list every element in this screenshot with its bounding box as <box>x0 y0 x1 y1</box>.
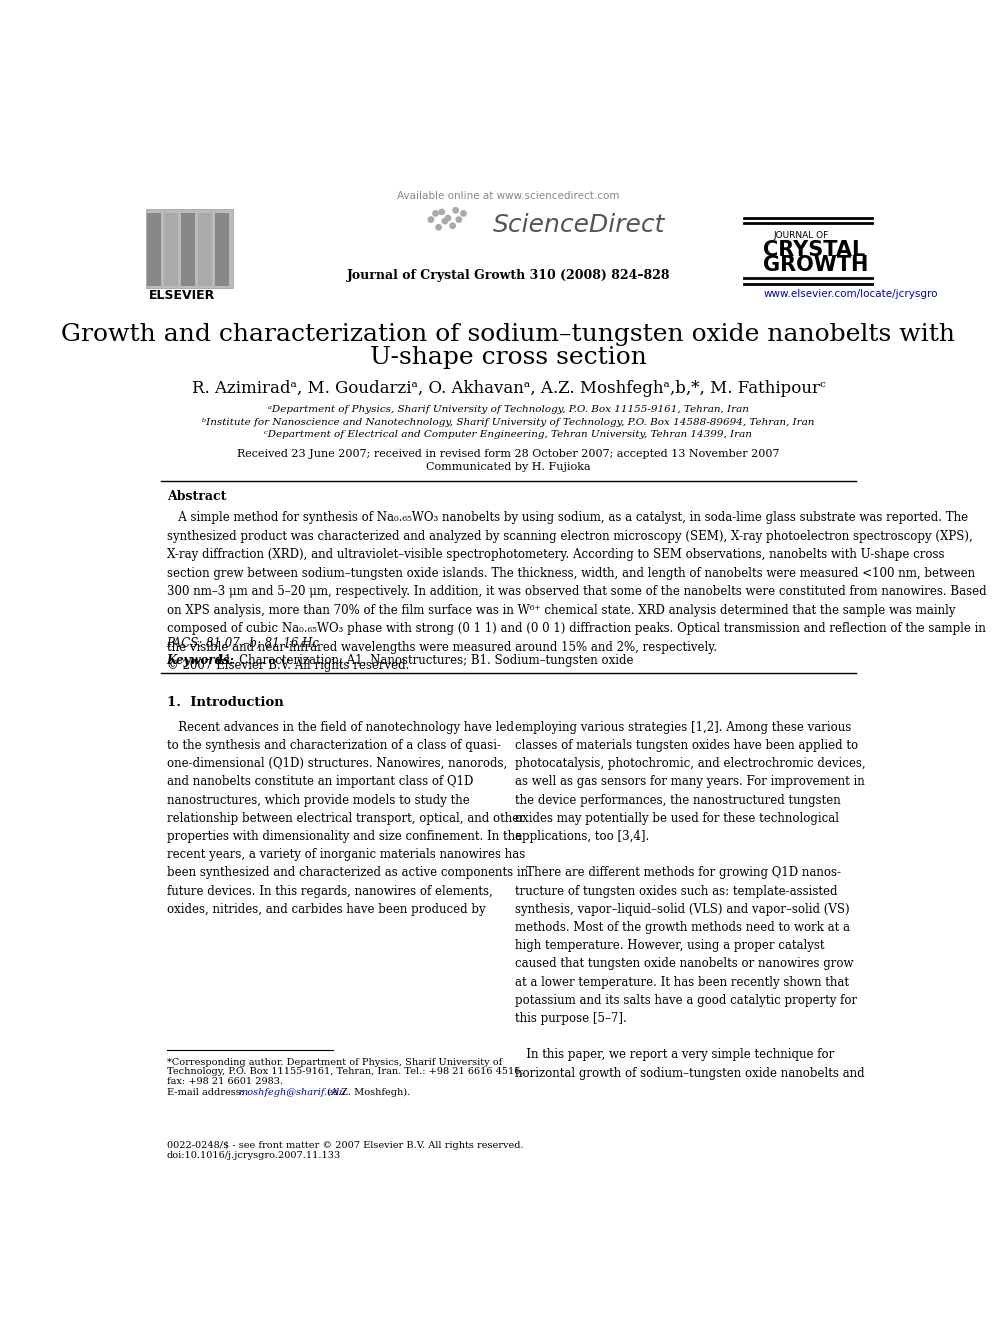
Text: Growth and characterization of sodium–tungsten oxide nanobelts with: Growth and characterization of sodium–tu… <box>62 323 955 345</box>
Text: Received 23 June 2007; received in revised form 28 October 2007; accepted 13 Nov: Received 23 June 2007; received in revis… <box>237 450 780 459</box>
Text: R. Azimiradᵃ, M. Goudarziᵃ, O. Akhavanᵃ, A.Z. Moshfeghᵃ,b,*, M. Fathipourᶜ: R. Azimiradᵃ, M. Goudarziᵃ, O. Akhavanᵃ,… <box>191 381 825 397</box>
Text: (A.Z. Moshfegh).: (A.Z. Moshfegh). <box>324 1088 411 1097</box>
Text: ᶜDepartment of Electrical and Computer Engineering, Tehran University, Tehran 14: ᶜDepartment of Electrical and Computer E… <box>265 430 752 439</box>
Bar <box>215 213 229 286</box>
Bar <box>165 213 179 286</box>
Circle shape <box>450 224 455 229</box>
Text: A simple method for synthesis of Na₀.₆₅WO₃ nanobelts by using sodium, as a catal: A simple method for synthesis of Na₀.₆₅W… <box>167 512 986 672</box>
Circle shape <box>460 210 466 216</box>
Text: doi:10.1016/j.jcrysgro.2007.11.133: doi:10.1016/j.jcrysgro.2007.11.133 <box>167 1151 341 1160</box>
Text: JOURNAL OF: JOURNAL OF <box>774 232 828 241</box>
Text: ᵇInstitute for Nanoscience and Nanotechnology, Sharif University of Technology, : ᵇInstitute for Nanoscience and Nanotechn… <box>202 418 814 426</box>
Text: *Corresponding author. Department of Physics, Sharif University of: *Corresponding author. Department of Phy… <box>167 1058 502 1068</box>
Circle shape <box>442 218 447 224</box>
Circle shape <box>429 217 434 222</box>
Text: ScienceDirect: ScienceDirect <box>493 213 666 237</box>
Text: Technology, P.O. Box 11155-9161, Tehran, Iran. Tel.: +98 21 6616 4516;: Technology, P.O. Box 11155-9161, Tehran,… <box>167 1068 523 1077</box>
Text: 0022-0248/$ - see front matter © 2007 Elsevier B.V. All rights reserved.: 0022-0248/$ - see front matter © 2007 El… <box>167 1140 523 1150</box>
Text: Journal of Crystal Growth 310 (2008) 824–828: Journal of Crystal Growth 310 (2008) 824… <box>346 270 671 282</box>
Bar <box>182 213 195 286</box>
Text: Recent advances in the field of nanotechnology have led
to the synthesis and cha: Recent advances in the field of nanotech… <box>167 721 528 916</box>
Circle shape <box>456 217 461 222</box>
Text: Communicated by H. Fujioka: Communicated by H. Fujioka <box>427 462 590 472</box>
Text: E-mail address:: E-mail address: <box>167 1088 247 1097</box>
Text: CRYSTAL: CRYSTAL <box>764 239 866 259</box>
Bar <box>198 213 212 286</box>
Text: ELSEVIER: ELSEVIER <box>149 290 215 303</box>
Circle shape <box>439 209 444 214</box>
Text: GROWTH: GROWTH <box>764 255 869 275</box>
Circle shape <box>453 208 458 213</box>
Text: PACS: 81.07.–b; 81.16.Hc: PACS: 81.07.–b; 81.16.Hc <box>167 636 319 648</box>
Text: Abstract: Abstract <box>167 490 226 503</box>
Text: employing various strategies [1,2]. Among these various
classes of materials tun: employing various strategies [1,2]. Amon… <box>515 721 865 1080</box>
Text: ᵃDepartment of Physics, Sharif University of Technology, P.O. Box 11155-9161, Te: ᵃDepartment of Physics, Sharif Universit… <box>268 405 749 414</box>
Text: Available online at www.sciencedirect.com: Available online at www.sciencedirect.co… <box>397 191 620 201</box>
Text: www.elsevier.com/locate/jcrysgro: www.elsevier.com/locate/jcrysgro <box>764 290 937 299</box>
Text: 1.  Introduction: 1. Introduction <box>167 696 284 709</box>
Bar <box>147 213 161 286</box>
Text: U-shape cross section: U-shape cross section <box>370 345 647 369</box>
Circle shape <box>445 216 450 221</box>
Circle shape <box>433 210 438 216</box>
Text: A1. Characterization; A1. Nanostructures; B1. Sodium–tungsten oxide: A1. Characterization; A1. Nanostructures… <box>211 655 633 667</box>
Bar <box>146 209 232 288</box>
Text: Keywords:: Keywords: <box>167 655 234 667</box>
Text: moshfegh@sharif.edu: moshfegh@sharif.edu <box>239 1088 346 1097</box>
Text: fax: +98 21 6601 2983.: fax: +98 21 6601 2983. <box>167 1077 283 1086</box>
Circle shape <box>435 225 441 230</box>
